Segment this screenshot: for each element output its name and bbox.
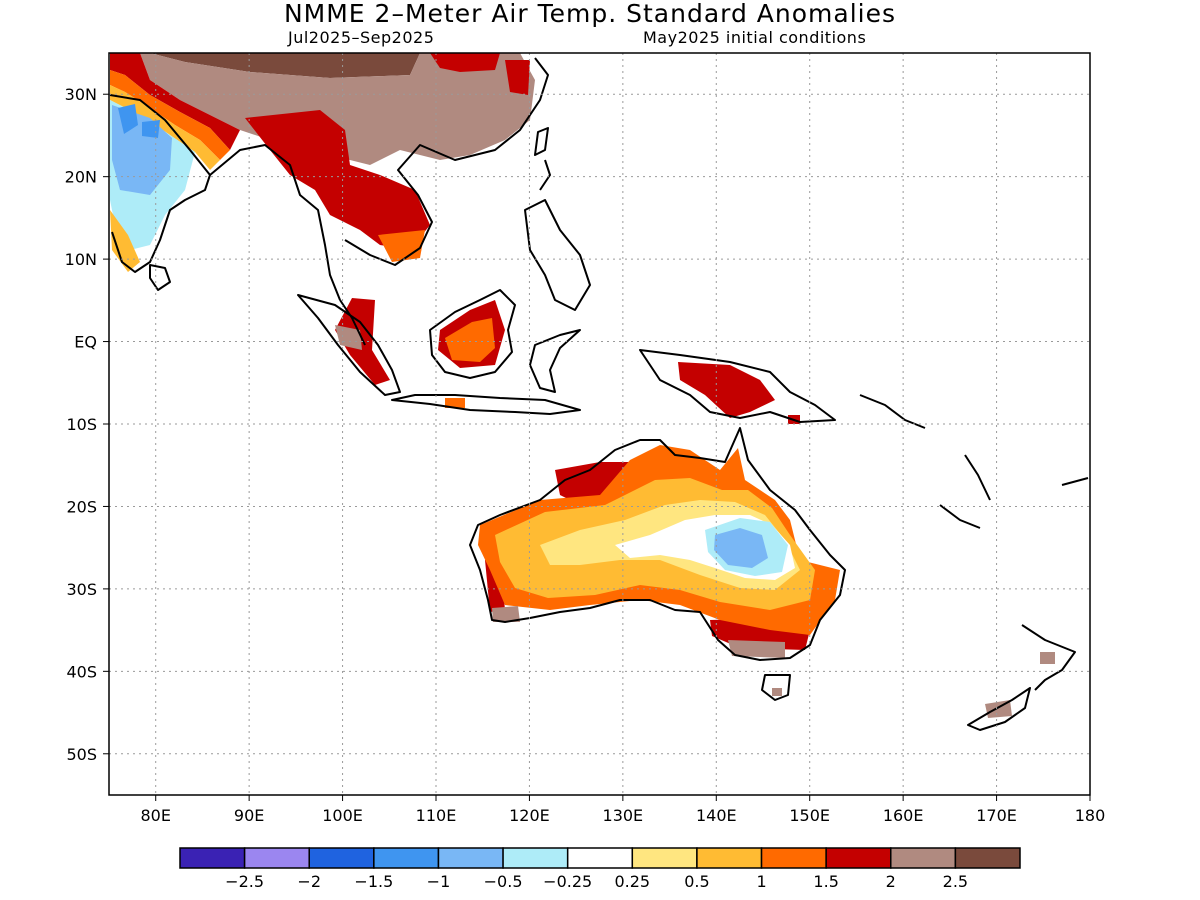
coastline-tasmania — [761, 674, 791, 701]
lat-tick-label: 30S — [66, 580, 97, 599]
lat-tick-label: 30N — [65, 85, 97, 104]
lon-tick-label: 130E — [603, 806, 644, 825]
lon-tick-label: 140E — [696, 806, 737, 825]
lat-tick-label: 10N — [65, 250, 97, 269]
legend-swatch — [243, 847, 310, 869]
lon-tick-label: 90E — [234, 806, 264, 825]
coastline-indochina — [344, 57, 549, 266]
legend-swatch — [566, 847, 634, 869]
legend-swatch — [437, 847, 504, 869]
region-himalaya-red — [110, 53, 240, 150]
region-india-mid-blue — [118, 104, 160, 138]
forecast-period: Jul2025–Sep2025 — [288, 28, 435, 47]
coastline-asia — [109, 94, 211, 273]
region-himalaya-orange — [110, 70, 230, 160]
region-sumatra-brown — [335, 325, 362, 350]
legend-label: 2.5 — [943, 872, 968, 891]
anomaly-fields — [110, 53, 1055, 718]
lat-tick-label: 40S — [66, 662, 97, 681]
legend-label: −0.5 — [484, 872, 523, 891]
legend-label: −1 — [427, 872, 451, 891]
coastline-philippines — [524, 159, 591, 311]
legend-label: 2 — [886, 872, 896, 891]
lon-tick-label: 120E — [509, 806, 550, 825]
coastline-sri-lanka — [149, 264, 171, 291]
region-australia-blue — [714, 528, 768, 568]
lat-tick-label: 10S — [66, 415, 97, 434]
legend-swatch — [825, 847, 892, 869]
latitude-labels: 30N 20N 10N EQ 10S 20S 30S 40S 50S — [65, 85, 109, 764]
lon-tick-label: 110E — [416, 806, 457, 825]
coastline-borneo — [429, 289, 516, 379]
coastlines — [109, 57, 1089, 731]
coastline-new-zealand-south — [967, 687, 1031, 731]
region-java — [445, 398, 465, 408]
coastline-vanuatu-fiji — [939, 454, 1089, 529]
initial-conditions: May2025 initial conditions — [643, 28, 867, 47]
legend-label: 0.5 — [684, 872, 709, 891]
coastline-sulawesi — [529, 329, 581, 393]
region-new-zealand — [985, 652, 1055, 718]
lat-tick-label: 20N — [65, 168, 97, 187]
lat-tick-label: 20S — [66, 497, 97, 516]
map-frame-bg — [109, 53, 1090, 795]
region-tibet-dark — [150, 53, 420, 78]
legend-label: 0.25 — [614, 872, 650, 891]
region-borneo-orange — [445, 318, 495, 362]
coastline-taiwan — [534, 127, 549, 156]
coastline-new-guinea — [639, 349, 836, 423]
region-seasia-red — [245, 110, 430, 250]
legend-swatch — [179, 847, 246, 869]
legend-swatch — [696, 847, 763, 869]
legend-label: 1.5 — [813, 872, 838, 891]
legend-label: −2.5 — [225, 872, 264, 891]
legend-swatch — [502, 847, 569, 869]
coastline-australia — [469, 427, 846, 661]
lon-tick-label: 160E — [883, 806, 924, 825]
legend-swatch — [631, 847, 698, 869]
region-china-red-patches — [430, 53, 530, 95]
lat-tick-label: EQ — [74, 333, 97, 352]
coastline-sumatra — [297, 294, 401, 396]
coastline-bay-of-bengal — [209, 144, 341, 301]
coastline-new-zealand-north — [1021, 624, 1076, 691]
lon-tick-label: 180 — [1075, 806, 1106, 825]
coastline-solomon-islands — [859, 394, 926, 429]
longitude-labels: 80E 90E 100E 110E 120E 130E 140E 150E 160E 170E 18… — [140, 795, 1105, 825]
lon-tick-label: 80E — [140, 806, 170, 825]
legend-label: −2 — [297, 872, 321, 891]
legend-label: −0.25 — [543, 872, 592, 891]
lon-tick-label: 170E — [976, 806, 1017, 825]
legend-swatch — [954, 847, 1021, 869]
map-title: NMME 2–Meter Air Temp. Standard Anomalie… — [283, 0, 897, 28]
lat-tick-label: 50S — [66, 745, 97, 764]
lon-tick-label: 150E — [789, 806, 830, 825]
region-new-guinea — [678, 362, 775, 418]
legend-label: −1.5 — [354, 872, 393, 891]
region-himalaya-yellow — [110, 85, 220, 170]
region-australia-red — [485, 462, 810, 650]
legend-label: 1 — [756, 872, 766, 891]
map-gridlines — [109, 53, 1090, 795]
legend-swatch — [760, 847, 827, 869]
coastline-java — [391, 394, 581, 415]
legend-swatch — [890, 847, 957, 869]
coastline-malay-peninsula — [339, 299, 366, 346]
legend-swatch — [308, 847, 375, 869]
region-india-south — [110, 210, 140, 272]
legend-swatch — [373, 847, 440, 869]
region-seasia-orange — [378, 230, 425, 262]
color-legend: −2.5 −2 −1.5 −1 −0.5 −0.25 0.25 0.5 1 1.5 2 2.5 — [179, 847, 1021, 891]
lon-tick-label: 100E — [322, 806, 363, 825]
